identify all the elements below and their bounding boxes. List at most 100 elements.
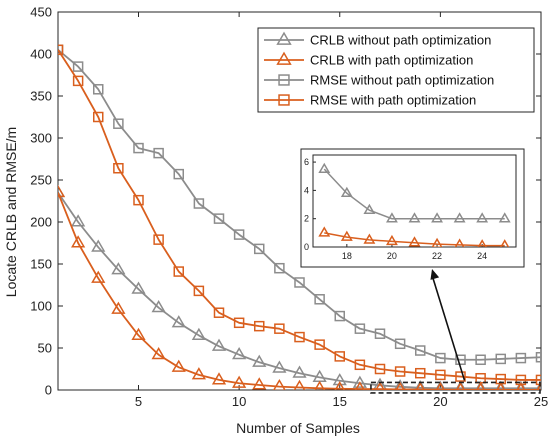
data-point xyxy=(173,266,184,277)
data-point xyxy=(495,353,506,365)
data-point xyxy=(455,382,466,390)
inset-series-line-1 xyxy=(323,168,505,220)
data-point xyxy=(374,363,386,375)
inset-x-tick-label: 22 xyxy=(432,251,442,261)
data-point xyxy=(252,354,267,367)
data-point xyxy=(294,331,305,343)
y-tick-label: 400 xyxy=(30,47,52,62)
series-line-1 xyxy=(58,192,541,390)
inset-series-line-2 xyxy=(324,232,505,247)
data-point xyxy=(475,380,487,390)
data-point xyxy=(153,234,164,245)
data-point xyxy=(294,277,305,288)
data-point xyxy=(394,366,406,377)
y-tick-label: 100 xyxy=(30,299,52,314)
data-point xyxy=(232,347,247,360)
data-point xyxy=(133,194,144,206)
data-point xyxy=(91,270,106,283)
legend-marker-3 xyxy=(278,74,290,86)
data-point xyxy=(393,379,407,390)
inset-data-point xyxy=(363,233,376,244)
data-point xyxy=(233,317,245,329)
inset-x-tick-label: 18 xyxy=(342,251,352,261)
data-point xyxy=(314,380,326,390)
data-point xyxy=(495,373,506,385)
legend-box xyxy=(257,27,535,113)
data-point xyxy=(354,381,365,390)
data-point xyxy=(354,359,366,371)
data-point xyxy=(274,262,285,274)
inset-data-point xyxy=(386,212,398,223)
data-point xyxy=(536,382,541,390)
y-tick-label: 250 xyxy=(30,173,52,188)
legend-marker-1 xyxy=(276,31,292,45)
series-line-3 xyxy=(58,49,541,361)
data-point xyxy=(334,351,345,362)
data-point xyxy=(475,354,486,366)
data-point xyxy=(213,307,225,318)
y-tick-label: 150 xyxy=(30,257,52,272)
data-point xyxy=(435,381,446,390)
inset-data-point xyxy=(477,239,487,247)
inset-data-point xyxy=(500,239,510,247)
legend-label-2: CRLB with path optimization xyxy=(310,53,473,68)
data-point xyxy=(153,147,164,159)
data-point xyxy=(171,359,186,372)
data-point xyxy=(334,310,345,322)
data-point xyxy=(314,294,325,305)
legend-marker-4 xyxy=(278,94,290,106)
inset-data-point xyxy=(408,212,421,223)
data-point xyxy=(72,61,84,72)
inset-y-tick-label: 4 xyxy=(304,185,309,195)
inset-frame xyxy=(312,154,517,248)
inset-y-tick-label: 2 xyxy=(304,214,309,224)
data-point xyxy=(415,367,426,379)
inset-data-point xyxy=(454,238,465,247)
x-tick-label: 20 xyxy=(433,394,447,409)
zoom-box xyxy=(370,381,541,394)
data-point xyxy=(93,84,104,95)
data-point xyxy=(58,44,64,56)
legend-label-3: RMSE without path optimization xyxy=(310,73,494,88)
inset-series-group xyxy=(318,162,511,247)
data-point xyxy=(415,381,425,390)
data-point xyxy=(72,75,84,87)
data-point xyxy=(111,301,126,314)
data-point xyxy=(58,184,66,198)
data-point xyxy=(515,380,527,390)
inset-data-point xyxy=(431,237,443,247)
data-point xyxy=(193,198,205,209)
data-point xyxy=(535,380,541,390)
y-tick-label: 200 xyxy=(30,215,52,230)
data-point xyxy=(272,360,287,373)
legend-label-1: CRLB without path optimization xyxy=(310,33,491,48)
data-point xyxy=(111,262,126,275)
data-point xyxy=(254,243,265,255)
inset-x-tick-label: 20 xyxy=(387,251,397,261)
data-point xyxy=(435,369,446,381)
data-point xyxy=(395,381,405,390)
data-point xyxy=(233,229,245,240)
inset-data-point xyxy=(453,212,466,223)
data-point xyxy=(113,162,124,174)
legend-label-4: RMSE with path optimization xyxy=(310,93,476,108)
y-tick-label: 350 xyxy=(30,89,52,104)
data-point xyxy=(191,367,206,380)
inset-data-point xyxy=(386,234,398,246)
data-point xyxy=(535,351,541,363)
data-point xyxy=(211,338,227,351)
zoom-arrow-line xyxy=(431,274,466,381)
data-point xyxy=(455,371,466,382)
data-point xyxy=(496,382,506,390)
data-point xyxy=(71,214,86,227)
data-point xyxy=(352,375,367,388)
x-tick-label: 5 xyxy=(135,394,142,409)
data-point xyxy=(131,281,146,294)
series-group xyxy=(58,44,541,390)
inset-data-point xyxy=(431,212,443,223)
data-point xyxy=(151,299,166,313)
data-point xyxy=(171,315,186,328)
data-point xyxy=(415,345,426,356)
plot-frame xyxy=(57,11,542,391)
